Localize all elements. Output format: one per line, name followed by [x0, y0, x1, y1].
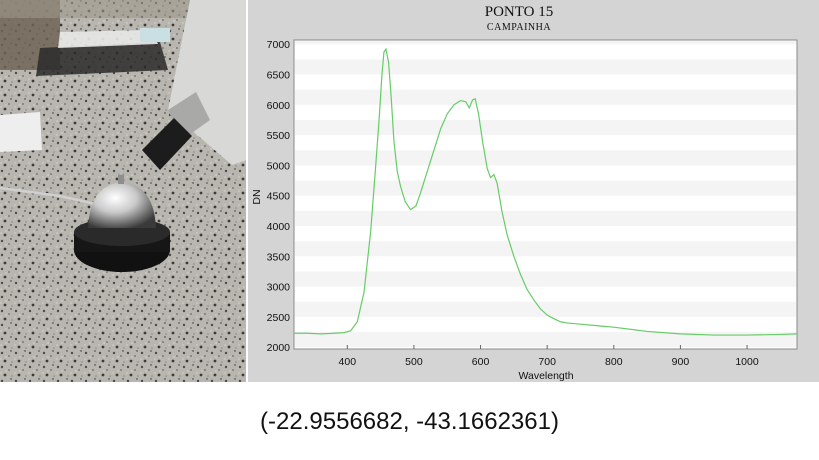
y-tick-label: 3500: [267, 251, 291, 263]
x-tick-label: 800: [605, 356, 623, 368]
bell-photo: [0, 0, 246, 382]
grid-band: [295, 89, 796, 105]
spectrum-chart-panel: PONTO 15 CAMPAINHA 2000 2500 3000 3500 4000 4…: [248, 0, 819, 382]
y-axis-label: DN: [251, 189, 263, 204]
x-ticks: 400 500 600 700 800 900 1000: [339, 345, 759, 368]
x-tick-label: 500: [405, 356, 423, 368]
y-tick-label: 6500: [267, 70, 291, 82]
grid-band: [295, 41, 796, 45]
y-tick-label: 7000: [267, 39, 291, 51]
y-tick-label: 5000: [267, 160, 291, 172]
x-axis-label: Wavelength: [518, 370, 573, 382]
grid-band: [295, 241, 796, 257]
y-tick-label: 5500: [267, 130, 291, 142]
y-tick-label: 4500: [267, 191, 291, 203]
x-tick-label: 900: [672, 356, 690, 368]
grid-band: [295, 301, 796, 317]
spectrum-chart: PONTO 15 CAMPAINHA 2000 2500 3000 3500 4000 4…: [251, 4, 798, 382]
grid-band: [295, 150, 796, 166]
x-tick-label: 1000: [735, 356, 759, 368]
grid-band: [295, 119, 796, 136]
x-tick-label: 400: [339, 356, 357, 368]
grid: [295, 41, 796, 348]
y-tick-label: 6000: [267, 100, 291, 112]
gps-coordinates: (-22.9556682, -43.1662361): [260, 408, 559, 435]
grid-band: [295, 271, 796, 287]
y-tick-label: 2000: [267, 342, 291, 354]
y-ticks: 2000 2500 3000 3500 4000 4500 5000 5500 6000 6500…: [267, 39, 291, 354]
chart-title: PONTO 15: [485, 4, 553, 20]
y-tick-label: 2500: [267, 312, 291, 324]
x-tick-label: 700: [538, 356, 556, 368]
grid-band: [295, 59, 796, 75]
series-line-dn: [294, 47, 798, 336]
chart-subtitle: CAMPAINHA: [487, 22, 551, 33]
grid-band: [295, 210, 796, 227]
x-tick-label: 600: [472, 356, 490, 368]
grid-band: [295, 180, 796, 196]
y-tick-label: 4000: [267, 221, 291, 233]
grid-band: [295, 332, 796, 348]
photo-icon: [0, 0, 246, 382]
y-tick-label: 3000: [267, 282, 291, 294]
